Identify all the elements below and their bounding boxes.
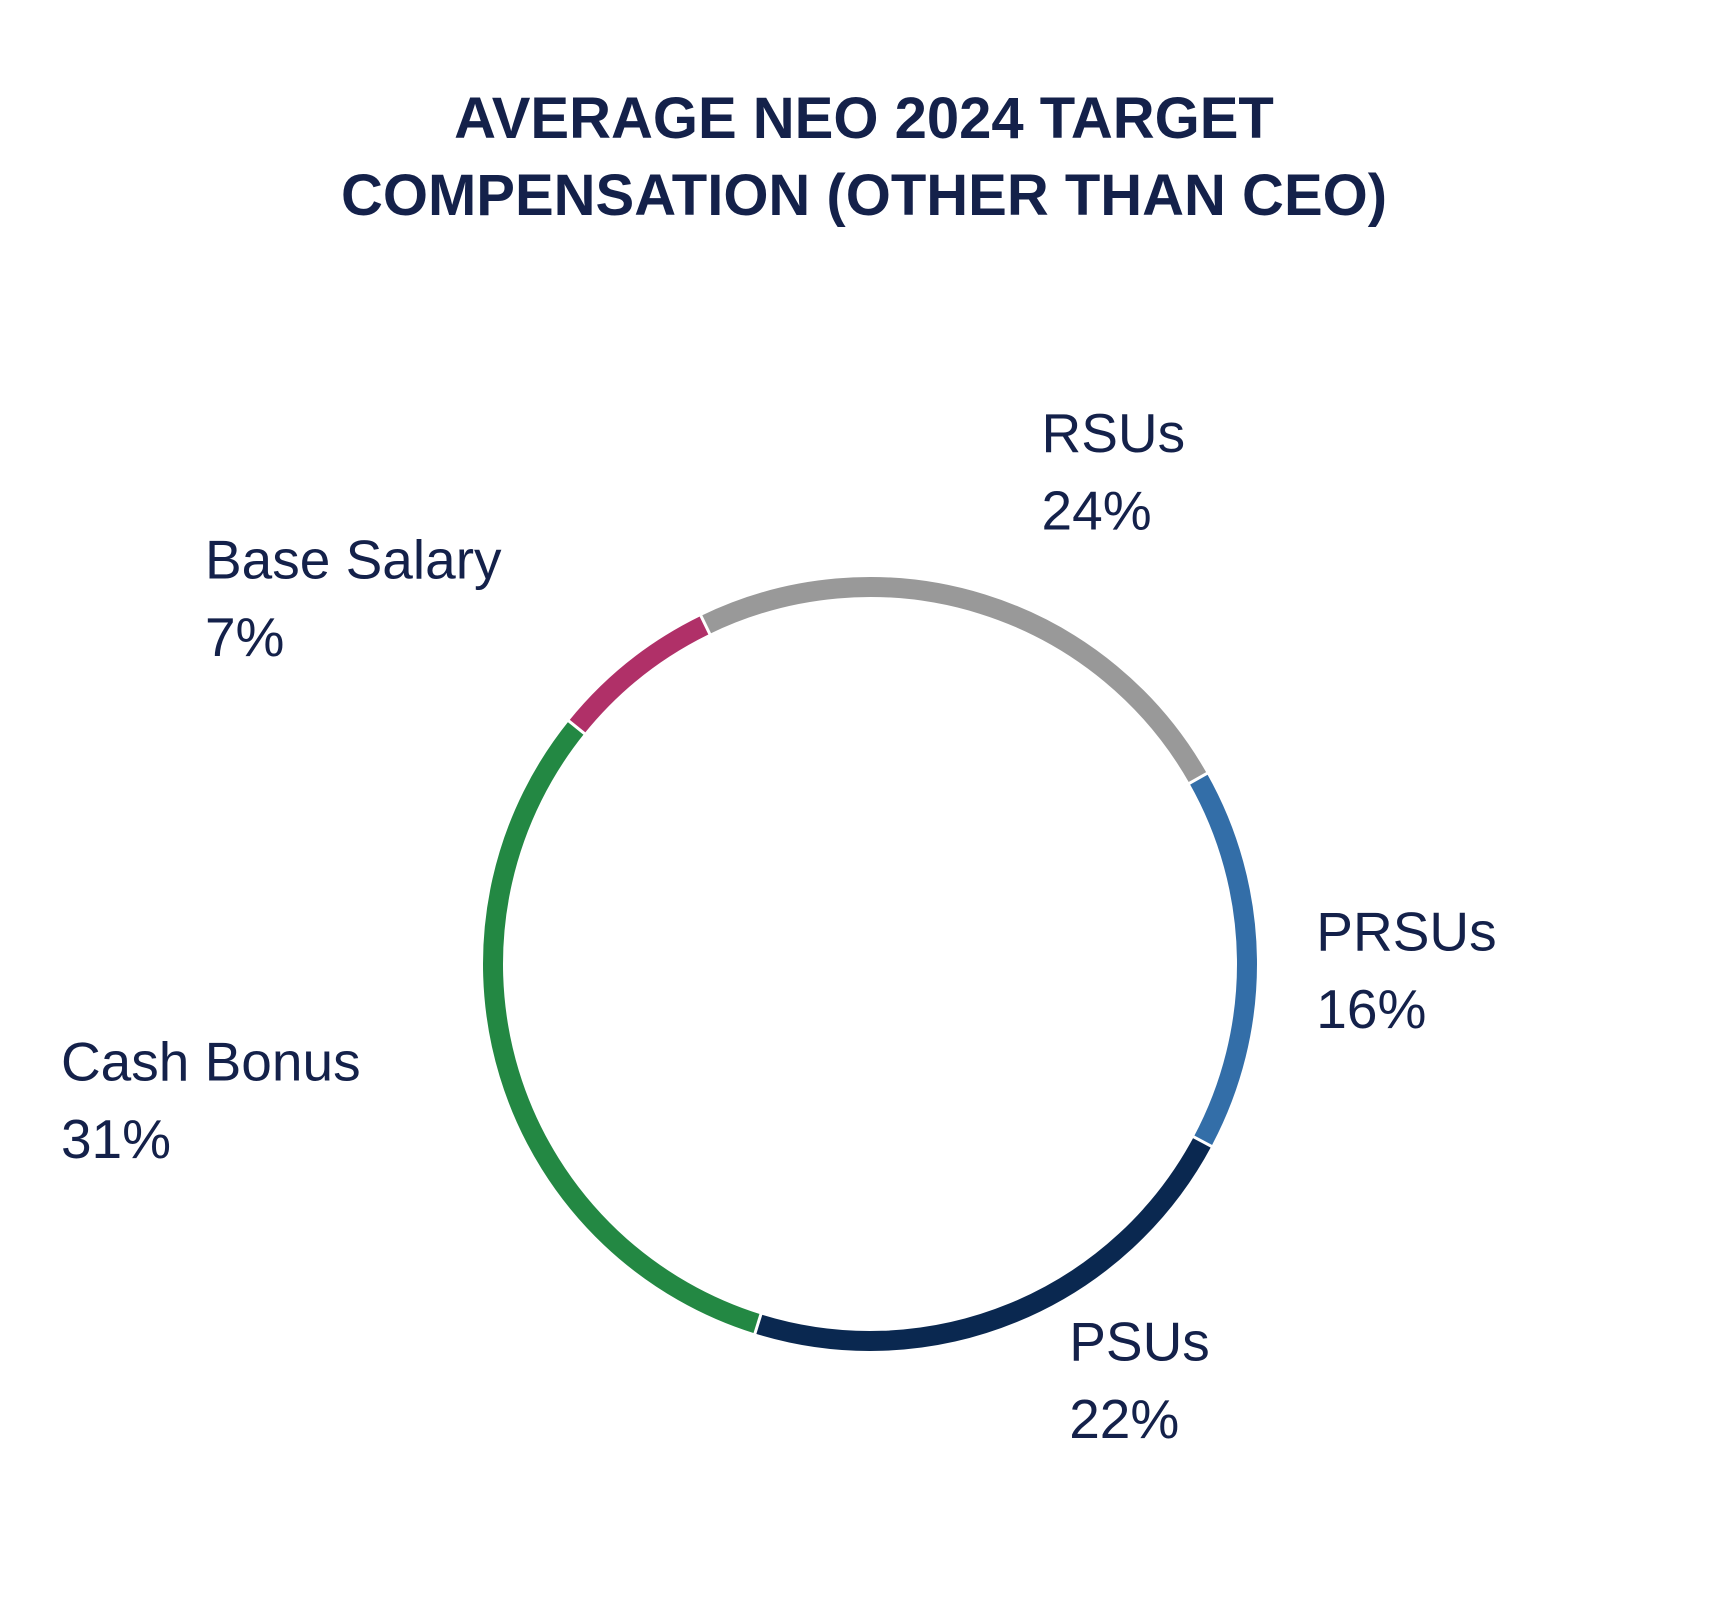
segment-separator [1179, 767, 1217, 790]
donut-segment [483, 720, 761, 1334]
segment-label: Base Salary [205, 528, 502, 590]
segment-label: Cash Bonus [61, 1030, 361, 1092]
donut-segment [754, 1136, 1212, 1351]
segment-value-label: 31% [61, 1108, 171, 1170]
segment-separator [750, 1304, 766, 1344]
segment-label: RSUs [1042, 402, 1186, 464]
donut-segment [568, 615, 710, 734]
segment-value-label: 24% [1042, 480, 1152, 542]
donut-segment [700, 577, 1207, 784]
segment-value-label: 7% [205, 606, 284, 668]
segment-value-label: 16% [1316, 978, 1426, 1040]
donut-segment [1189, 773, 1257, 1147]
segment-value-label: 22% [1069, 1388, 1179, 1450]
chart-title: AVERAGE NEO 2024 TARGET COMPENSATION (OT… [340, 86, 1388, 228]
segment-label: PSUs [1069, 1311, 1210, 1373]
segment-separator [560, 713, 594, 741]
segment-separator [1184, 1130, 1221, 1153]
segment-label: PRSUs [1316, 901, 1496, 963]
segment-separator [695, 606, 716, 644]
